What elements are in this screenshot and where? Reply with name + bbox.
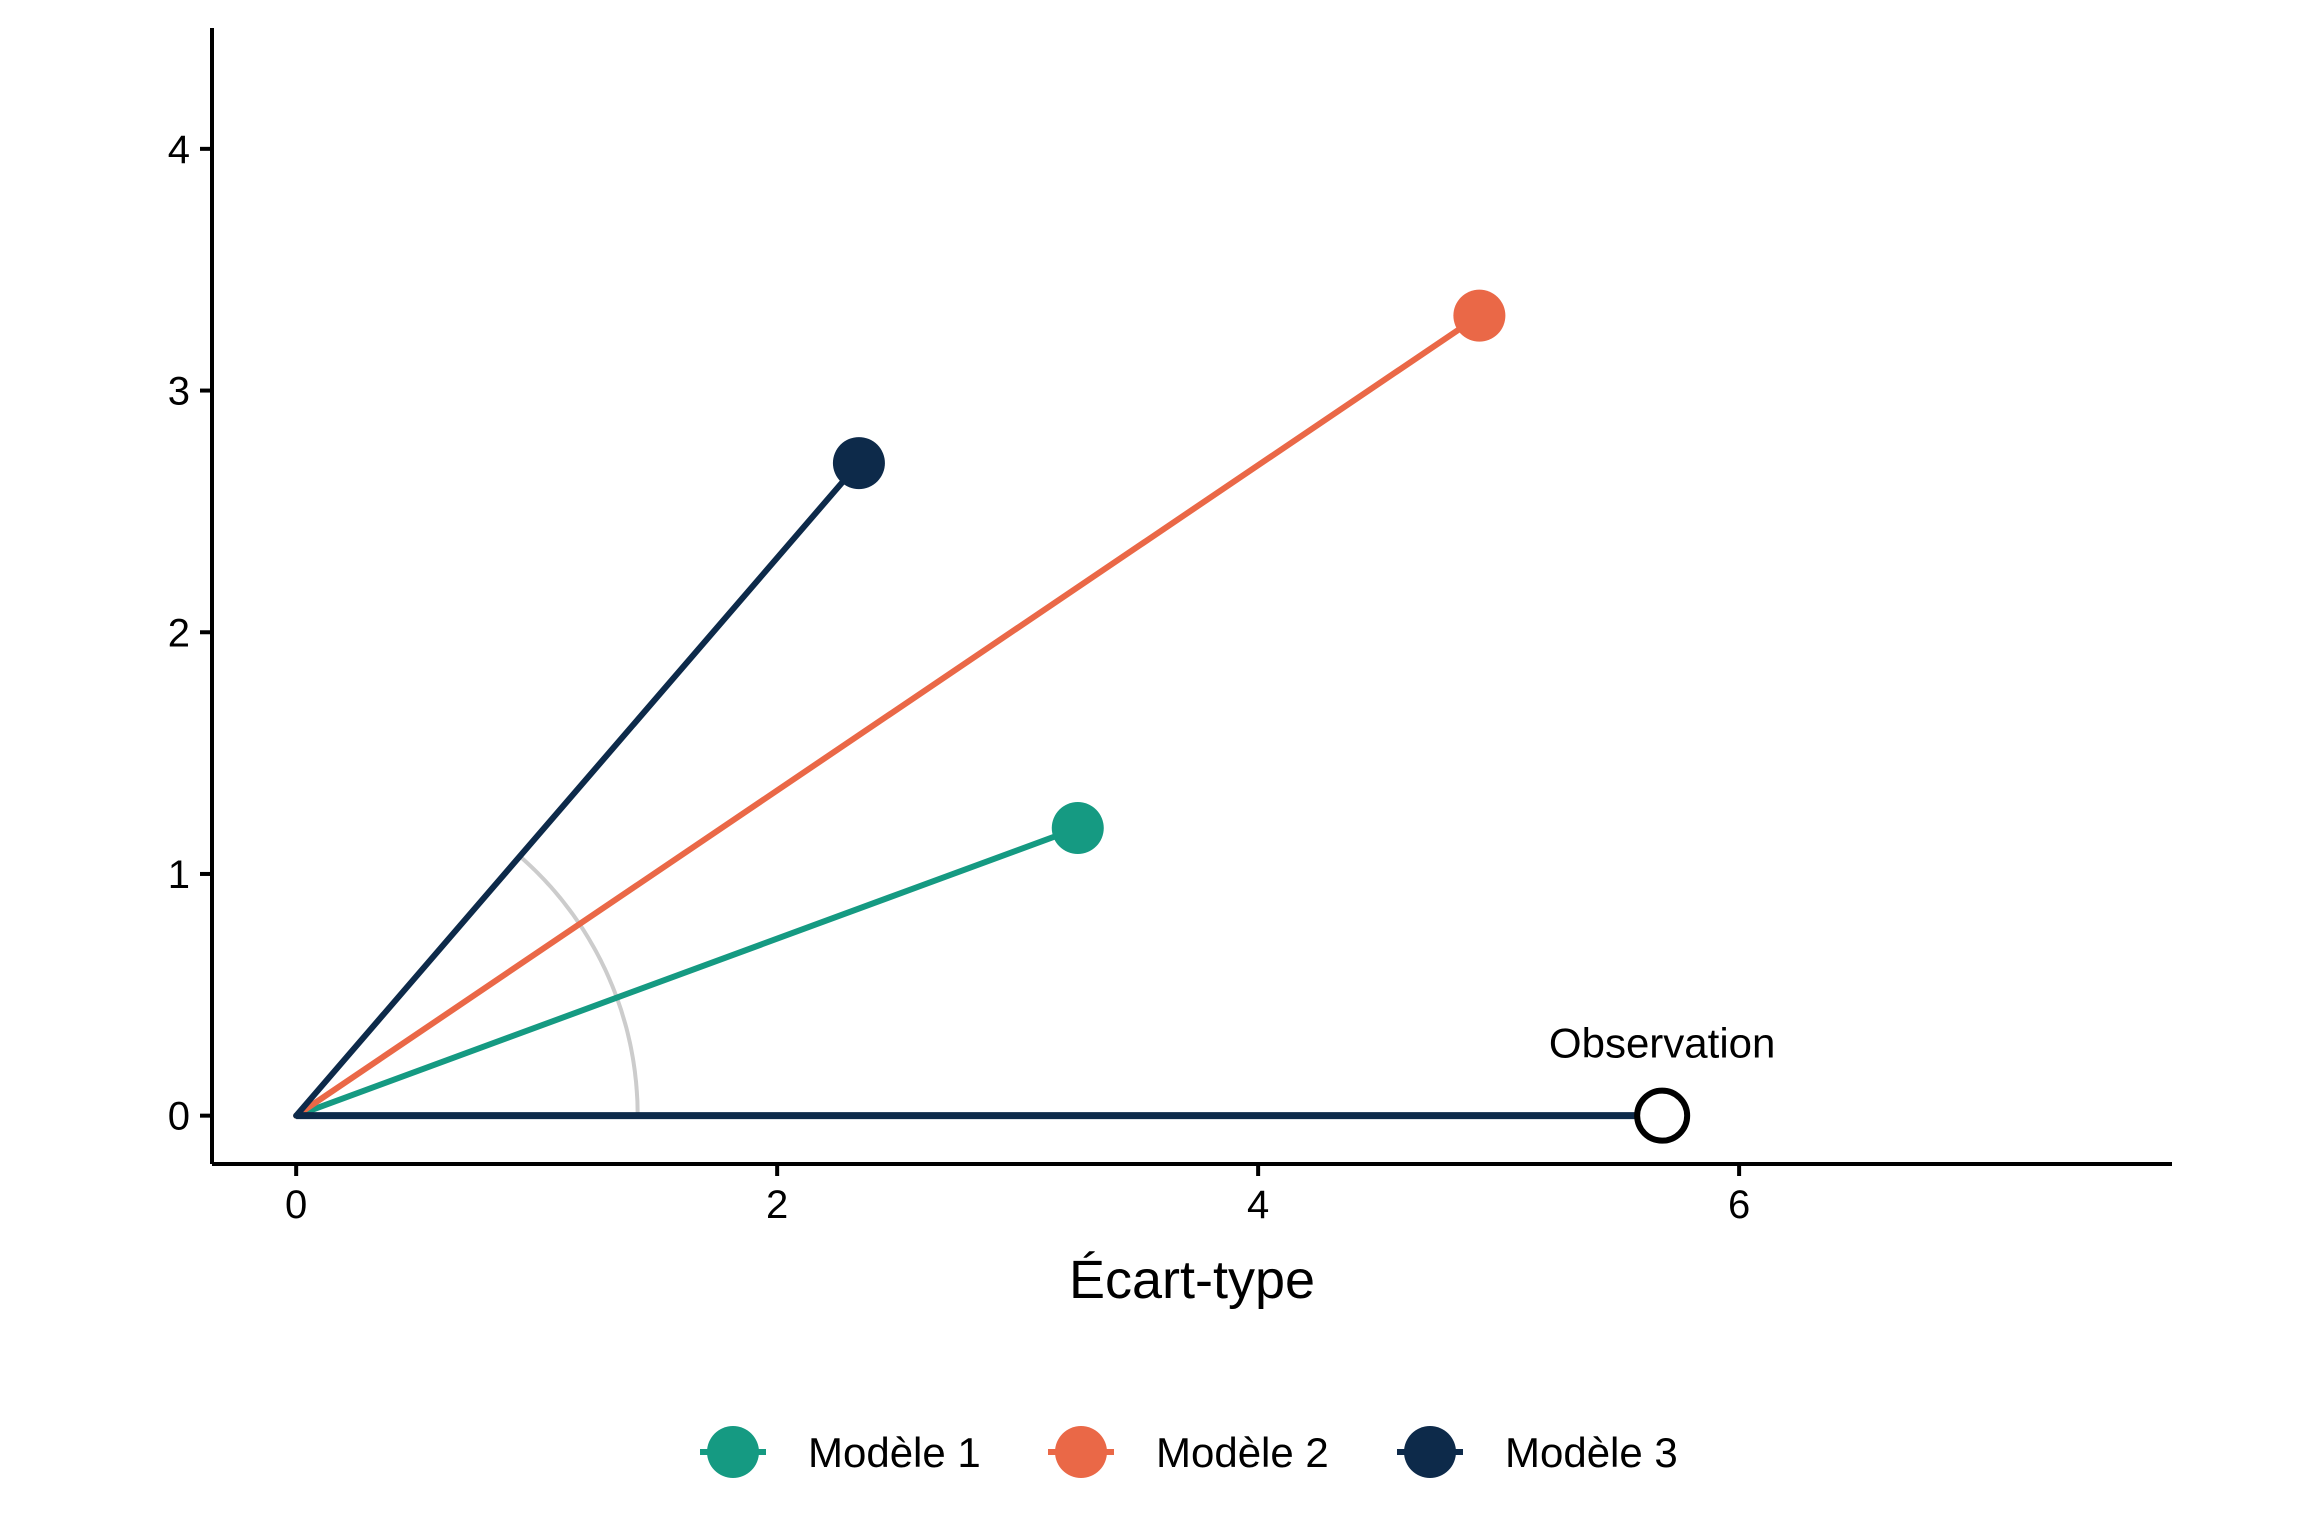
- y-tick-label: 3: [168, 370, 190, 414]
- plot-area: Observation: [293, 289, 1775, 1144]
- y-tick-label: 4: [168, 128, 190, 172]
- y-tick-label: 2: [168, 611, 190, 655]
- axes: 0 2 4 6 0 1 2 3 4: [168, 28, 2172, 1227]
- legend-marker-modele-1: [707, 1426, 759, 1478]
- series-line-modele-2: [293, 312, 1483, 1119]
- series-line-modele-3: [293, 460, 862, 1119]
- reference-angle-arc: [518, 854, 640, 1116]
- series-line-modele-1: [293, 825, 1081, 1119]
- observation-point: [1634, 1087, 1691, 1144]
- x-tick-label: 2: [766, 1183, 788, 1227]
- observation-label: Observation: [1549, 1020, 1775, 1067]
- series-point-modele-3: [832, 437, 885, 490]
- series-point-modele-2: [1453, 289, 1506, 342]
- legend-marker-modele-2: [1055, 1426, 1107, 1478]
- legend: Modèle 1 Modèle 2 Modèle 3: [700, 1426, 1678, 1478]
- series-point-modele-1: [1051, 802, 1104, 855]
- x-axis-title: Écart-type: [1069, 1250, 1315, 1310]
- x-tick-label: 6: [1728, 1183, 1750, 1227]
- x-tick-label: 0: [285, 1183, 307, 1227]
- legend-label-modele-3: Modèle 3: [1505, 1429, 1678, 1476]
- x-tick-label: 4: [1247, 1183, 1269, 1227]
- legend-marker-modele-3: [1404, 1426, 1456, 1478]
- legend-label-modele-1: Modèle 1: [808, 1429, 981, 1476]
- y-tick-label: 1: [168, 853, 190, 897]
- y-tick-label: 0: [168, 1095, 190, 1139]
- legend-label-modele-2: Modèle 2: [1156, 1429, 1329, 1476]
